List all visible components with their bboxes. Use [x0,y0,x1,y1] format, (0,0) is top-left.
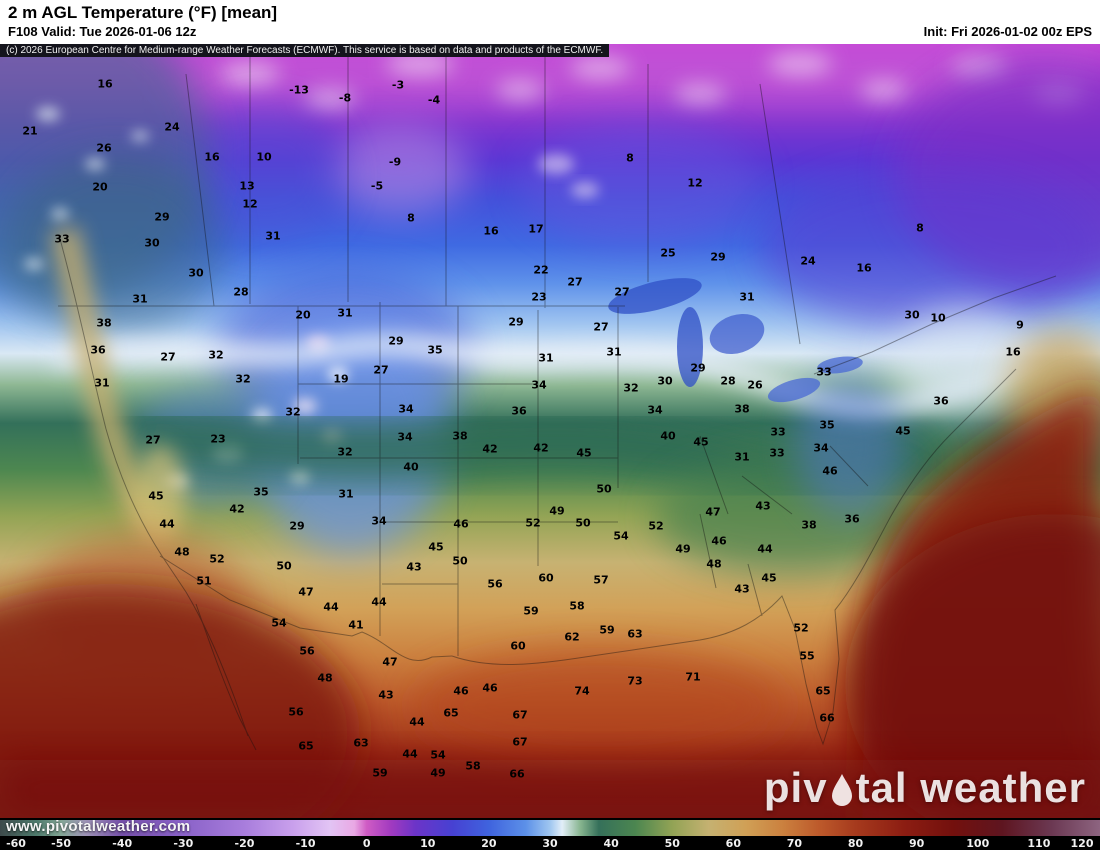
colorbar-tick: 110 [1027,837,1051,850]
copyright-bar: (c) 2026 European Centre for Medium-rang… [0,44,610,57]
colorbar-gradient [0,820,1100,836]
map-shading [0,44,1100,818]
watermark: www.pivotalweather.com [6,818,191,835]
temperature-map-graphic [0,44,1100,818]
colorbar-tick: 40 [603,837,619,850]
colorbar-tick: -40 [112,837,133,850]
colorbar-tick: -30 [173,837,194,850]
colorbar-tick: -20 [234,837,255,850]
map-borders [58,48,1057,751]
colorbar-tick: 0 [362,837,371,850]
colorbar-tick: -50 [51,837,72,850]
pivotal-weather-logo: piv tal weather [764,764,1086,812]
logo-text-right: tal weather [855,764,1086,811]
droplet-icon [831,774,852,806]
colorbar-tick: 60 [725,837,741,850]
colorbar-tick: -60 [6,837,26,850]
colorbar-tick: -10 [295,837,316,850]
page-title: 2 m AGL Temperature (°F) [mean] [8,3,278,22]
colorbar-tick: 100 [966,837,990,850]
colorbar-tick: 20 [481,837,497,850]
colorbar-tick: 90 [909,837,925,850]
map-area: (c) 2026 European Centre for Medium-rang… [0,44,1100,818]
header: 2 m AGL Temperature (°F) [mean] F108 Val… [0,0,1100,44]
colorbar-tick: 10 [420,837,436,850]
colorbar-tick: 30 [542,837,558,850]
colorbar-tick: 120 [1070,837,1094,850]
colorbar: -60 -50 -40 -30 -20 -10 0 10 20 30 40 50 60 70 80 90 100… [0,818,1100,850]
colorbar-tick: 50 [664,837,680,850]
valid-time: F108 Valid: Tue 2026-01-06 12z [8,24,197,39]
colorbar-tick-labels: -60 -50 -40 -30 -20 -10 0 10 20 30 40 50 60 70 80 90 100… [0,837,1100,850]
great-lakes [608,278,863,403]
colorbar-tick: 80 [847,837,864,850]
logo-text-left: piv [763,764,828,811]
init-time: Init: Fri 2026-01-02 00z EPS [923,24,1092,39]
colorbar-tick: 70 [786,837,803,850]
